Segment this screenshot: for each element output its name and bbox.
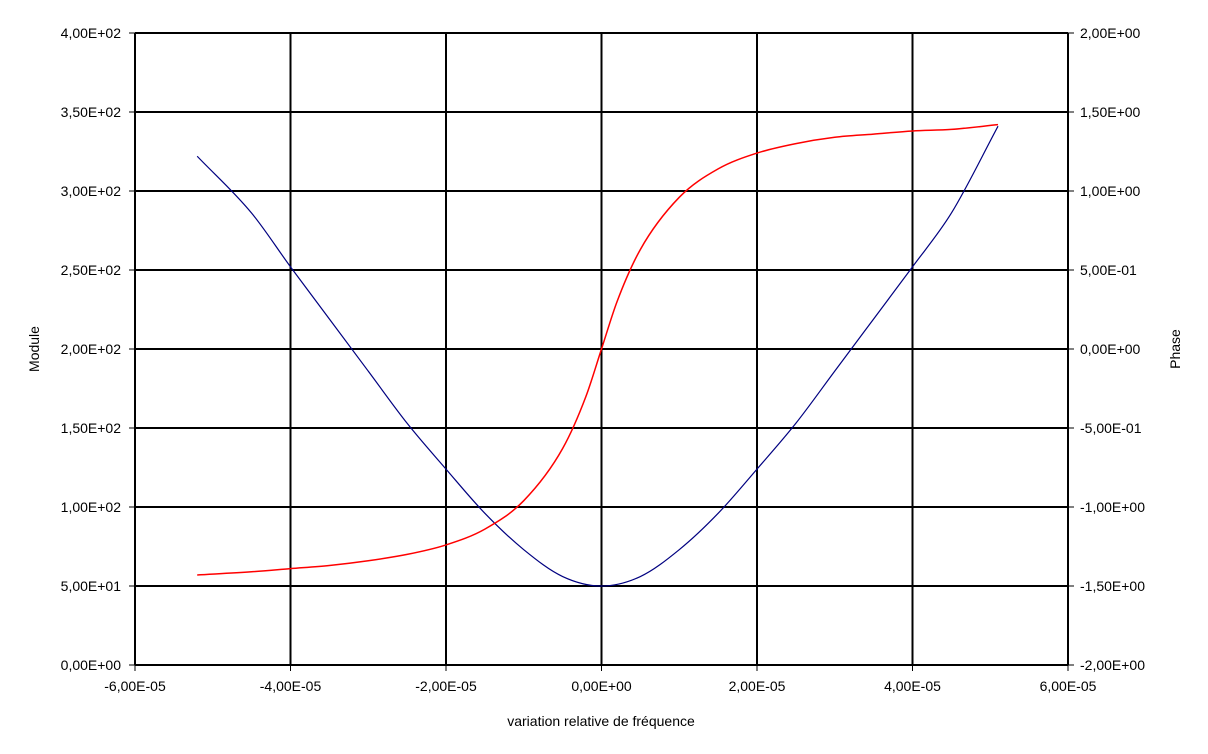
- y-tick-label: 0,00E+00: [61, 657, 122, 673]
- x-tick-label: -2,00E-05: [415, 678, 477, 694]
- y2-tick-label: 0,00E+00: [1080, 341, 1141, 357]
- x-tick-label: 2,00E-05: [729, 678, 786, 694]
- grid: [129, 32, 1074, 671]
- y2-axis-title: Phase: [1167, 329, 1183, 369]
- x-tick-label: -6,00E-05: [104, 678, 166, 694]
- y2-tick-label: -2,00E+00: [1080, 657, 1145, 673]
- y2-tick-label: 1,50E+00: [1080, 104, 1141, 120]
- series-layer: [196, 123, 999, 587]
- y-axis-title: Module: [26, 326, 42, 372]
- y-tick-label: 2,00E+02: [61, 341, 122, 357]
- y-tick-label: 4,00E+02: [61, 25, 122, 41]
- x-tick-label: -4,00E-05: [260, 678, 322, 694]
- y-tick-label: 1,50E+02: [61, 420, 122, 436]
- y2-tick-label: 2,00E+00: [1080, 25, 1141, 41]
- phase-series-line: [197, 123, 999, 576]
- x-tick-label: 4,00E-05: [884, 678, 941, 694]
- y-tick-label: 5,00E+01: [61, 578, 122, 594]
- y-tick-label: 3,00E+02: [61, 183, 122, 199]
- y-tick-label: 3,50E+02: [61, 104, 122, 120]
- plot-frame: [134, 32, 1069, 666]
- y-tick-label: 1,00E+02: [61, 499, 122, 515]
- y2-tick-label: -1,50E+00: [1080, 578, 1145, 594]
- y-tick-label: 2,50E+02: [61, 262, 122, 278]
- y2-tick-label: 1,00E+00: [1080, 183, 1141, 199]
- x-tick-label: 0,00E+00: [571, 678, 632, 694]
- y2-tick-label: 5,00E-01: [1080, 262, 1137, 278]
- y2-tick-label: -5,00E-01: [1080, 420, 1142, 436]
- module-series-line: [196, 125, 999, 587]
- x-tick-label: 6,00E-05: [1040, 678, 1097, 694]
- y2-tick-label: -1,00E+00: [1080, 499, 1145, 515]
- tick-labels: -6,00E-05 -4,00E-05 -2,00E-05 0,00E+00 2,00E…: [61, 25, 1146, 694]
- x-axis-title: variation relative de fréquence: [507, 713, 695, 729]
